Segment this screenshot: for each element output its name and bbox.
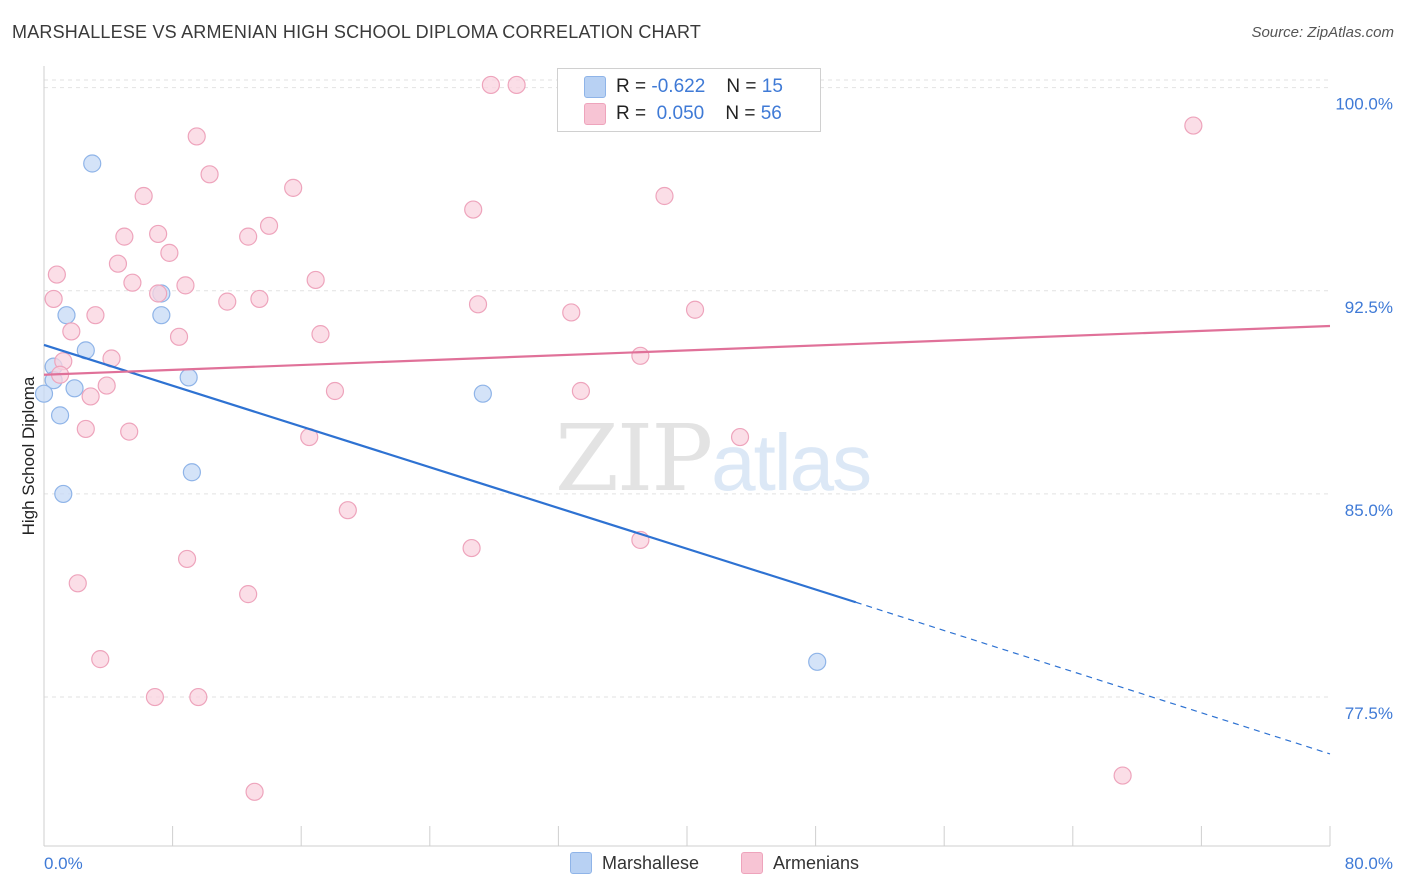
armenians-legend-swatch — [741, 852, 763, 874]
armenians-swatch — [584, 103, 606, 125]
legend-item-armenians: Armenians — [741, 852, 859, 874]
armenians-point — [468, 295, 488, 314]
r-value: 0.050 — [656, 103, 705, 124]
y-tick-label: 77.5% — [1345, 704, 1393, 723]
armenians-point — [730, 427, 750, 447]
armenians-point — [68, 574, 87, 593]
armenians-point — [134, 186, 153, 206]
stats-text-marshallese: R = -0.622 N = 15 — [616, 76, 783, 98]
armenians-point — [1113, 766, 1132, 785]
marshallese-point — [473, 384, 492, 403]
armenians-point — [120, 422, 139, 441]
y-tick-label: 100.0% — [1335, 95, 1393, 114]
armenians-point — [145, 687, 165, 707]
y-axis-label: High School Diploma — [19, 376, 38, 535]
armenians-point — [571, 381, 591, 401]
armenians-point — [284, 178, 303, 197]
armenians-point — [108, 254, 128, 273]
x-tick-label-max: 80.0% — [1345, 854, 1393, 873]
armenians-point — [311, 325, 330, 344]
marshallese-trend-line — [43, 343, 857, 604]
armenians-point — [481, 75, 500, 95]
marshallese-point — [57, 306, 76, 325]
armenians-trend-line — [43, 324, 1331, 376]
armenians-point — [86, 306, 105, 325]
n-label: N = — [725, 103, 756, 124]
r-label: R = — [616, 103, 647, 124]
armenians-point — [160, 243, 179, 262]
marshallese-point — [50, 406, 70, 425]
armenians-point — [76, 419, 95, 439]
marshallese-point — [83, 154, 102, 173]
armenians-point — [169, 327, 189, 346]
armenians-point — [218, 292, 237, 311]
source-label: Source: ZipAtlas.com — [1251, 24, 1394, 41]
armenians-point — [306, 270, 325, 290]
armenians-point — [44, 289, 63, 309]
armenians-point — [91, 650, 110, 669]
marshallese-point — [65, 379, 84, 398]
armenians-point — [123, 273, 142, 292]
legend-label-armenians: Armenians — [773, 852, 860, 873]
marshallese-point — [54, 484, 73, 504]
armenians-point — [464, 200, 483, 219]
armenians-point — [685, 300, 705, 319]
armenians-point — [338, 501, 357, 520]
y-tick-label: 92.5% — [1345, 298, 1393, 317]
armenians-point — [47, 265, 66, 284]
n-value: 15 — [761, 76, 783, 97]
n-label: N = — [726, 76, 757, 97]
r-label: R = — [616, 76, 647, 97]
armenians-point — [507, 75, 526, 95]
marshallese-trend-extension — [855, 601, 1331, 755]
armenians-point — [462, 538, 481, 558]
armenians-point — [239, 585, 258, 604]
armenians-point — [655, 186, 674, 206]
marshallese-point — [152, 306, 171, 325]
x-tick-label-min: 0.0% — [44, 854, 83, 873]
armenians-point — [189, 687, 208, 707]
stats-text-armenians: R = 0.050 N = 56 — [616, 103, 782, 125]
marshallese-point — [179, 368, 198, 387]
marshallese-point — [182, 463, 201, 482]
armenians-point — [631, 346, 650, 365]
armenians-point — [81, 387, 100, 406]
armenians-point — [177, 549, 197, 569]
marshallese-point — [808, 652, 827, 671]
armenians-point — [245, 782, 264, 801]
armenians-point — [259, 216, 279, 235]
armenians-point — [239, 227, 258, 246]
series-legend: Marshallese Armenians — [0, 852, 1406, 878]
n-value: 56 — [760, 103, 782, 124]
armenians-point — [200, 165, 219, 184]
marshallese-swatch — [584, 76, 606, 98]
armenians-point — [176, 276, 195, 295]
marshallese-legend-swatch — [570, 852, 592, 874]
armenians-point — [187, 127, 206, 146]
legend-item-marshallese: Marshallese — [570, 852, 699, 874]
stats-legend: R = -0.622 N = 15 R = 0.050 N = 56 — [557, 68, 821, 132]
armenians-point — [149, 284, 168, 303]
chart-title: MARSHALLESE VS ARMENIAN HIGH SCHOOL DIPL… — [12, 22, 702, 42]
armenians-point — [62, 322, 81, 341]
armenians-point — [325, 381, 345, 401]
armenians-point — [562, 303, 581, 322]
armenians-point — [149, 224, 168, 244]
marshallese-point — [34, 384, 54, 403]
armenians-point — [250, 289, 269, 309]
y-tick-label: 85.0% — [1345, 501, 1393, 520]
armenians-point — [115, 227, 134, 246]
armenians-point — [1184, 116, 1203, 135]
legend-label-marshallese: Marshallese — [602, 852, 700, 873]
r-value: -0.622 — [651, 76, 706, 97]
armenians-point — [97, 376, 116, 395]
